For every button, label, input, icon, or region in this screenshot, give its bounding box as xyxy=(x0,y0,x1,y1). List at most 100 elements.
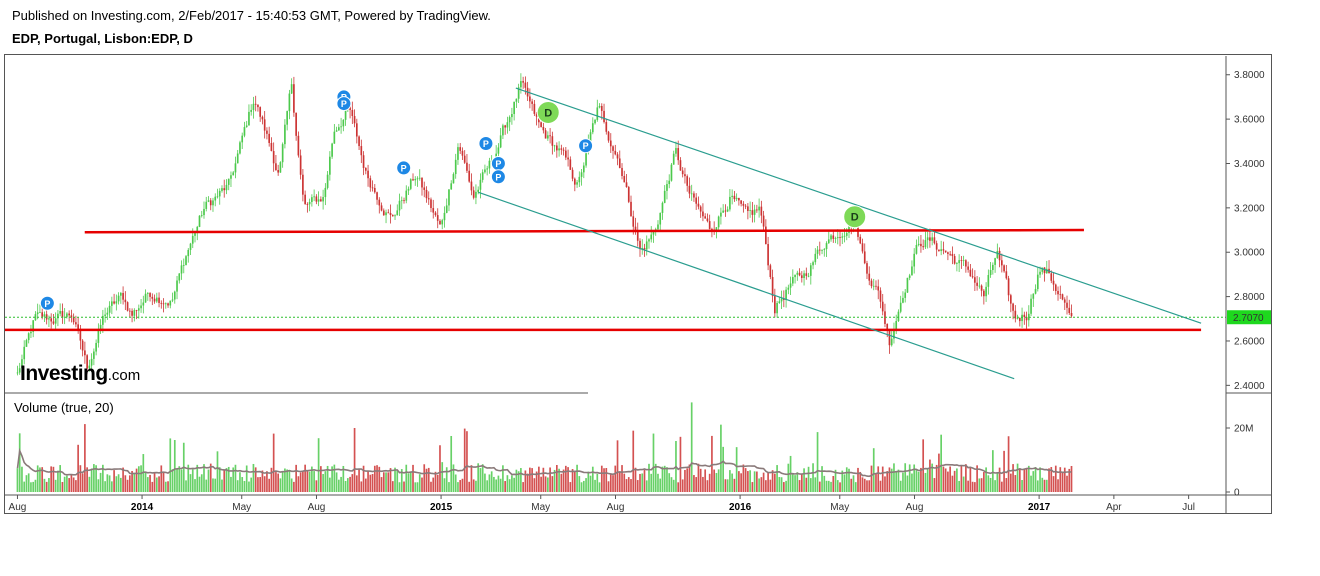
volume-bar xyxy=(1009,473,1012,492)
candle-body xyxy=(497,147,500,154)
event-marker-circle xyxy=(478,136,494,152)
candle-body xyxy=(641,247,644,250)
volume-bar xyxy=(252,463,255,492)
volume-bar xyxy=(270,467,273,492)
volume-bar xyxy=(340,476,342,492)
candle-body xyxy=(875,285,877,287)
candle-body xyxy=(798,272,801,276)
volume-bar xyxy=(459,480,462,492)
event-marker-d: D xyxy=(843,205,867,229)
volume-bar xyxy=(173,440,176,492)
candle-body xyxy=(223,188,226,191)
volume-bar xyxy=(956,468,958,492)
volume-bar xyxy=(1048,468,1050,492)
volume-bar xyxy=(216,451,219,492)
candle-body xyxy=(967,266,969,270)
time-tick-label: 2015 xyxy=(430,502,453,513)
candle-body xyxy=(699,206,702,212)
candle-body xyxy=(929,237,931,241)
candle-body xyxy=(216,196,219,198)
candle-body xyxy=(870,280,873,287)
candle-body xyxy=(66,313,68,317)
volume-bar xyxy=(364,478,367,492)
volume-bar xyxy=(504,481,506,492)
volume-bar xyxy=(551,476,554,492)
candle-body xyxy=(409,179,412,189)
volume-bar xyxy=(326,465,329,492)
event-marker-letter: P xyxy=(44,299,50,309)
event-marker-p: P xyxy=(39,295,55,311)
volume-bar xyxy=(187,464,190,492)
volume-bar xyxy=(816,432,819,492)
volume-bar xyxy=(825,480,828,492)
volume-bar xyxy=(70,474,73,492)
volume-bar xyxy=(385,472,387,492)
volume-bar xyxy=(502,465,504,492)
volume-bar xyxy=(569,482,572,492)
price-tick-label: 3.4000 xyxy=(1234,159,1265,170)
candle-body xyxy=(711,228,713,230)
volume-bar xyxy=(877,466,880,492)
candle-body xyxy=(232,172,235,176)
candle-body xyxy=(25,340,28,347)
volume-bar xyxy=(48,478,50,492)
volume-bar xyxy=(475,480,477,492)
volume-bar xyxy=(515,469,518,492)
volume-bar xyxy=(863,478,866,492)
candle-body xyxy=(513,101,515,115)
volume-bar xyxy=(776,465,778,492)
volume-bar xyxy=(944,468,947,492)
candle-body xyxy=(295,112,297,136)
axes: 2.4000 2.6000 2.8000 3.0000 3.2000 3.4000 3.60… xyxy=(5,56,1271,513)
candle-body xyxy=(1050,273,1053,281)
candle-body xyxy=(585,151,587,166)
time-tick-label: Jul xyxy=(1182,502,1195,513)
chart-frame[interactable] xyxy=(4,54,1272,514)
candle-body xyxy=(688,185,691,194)
candle-body xyxy=(63,316,66,318)
volume-bar xyxy=(578,476,581,492)
volume-bar xyxy=(171,469,174,492)
volume-bar xyxy=(564,465,567,492)
volume-bar xyxy=(740,473,742,492)
volume-bar xyxy=(333,464,336,492)
volume-bar xyxy=(657,473,659,492)
volume-bar xyxy=(140,465,142,492)
candle-body xyxy=(821,249,823,251)
channel-line xyxy=(515,87,1202,324)
candle-body xyxy=(924,240,927,248)
candle-body xyxy=(367,170,369,179)
candle-body xyxy=(207,200,210,202)
candle-body xyxy=(407,188,410,191)
volume-bar xyxy=(153,472,156,492)
volume-bar xyxy=(704,469,707,492)
volume-bar xyxy=(879,480,882,492)
volume-bar xyxy=(497,475,500,492)
candle-body xyxy=(800,275,803,278)
volume-bar xyxy=(113,470,115,492)
volume-bar xyxy=(162,472,165,492)
volume-bar xyxy=(913,464,916,492)
candle-body xyxy=(261,116,264,120)
candle-body xyxy=(866,263,868,274)
time-tick-label: May xyxy=(531,502,550,513)
volume-bar xyxy=(787,463,790,492)
candle-body xyxy=(724,210,727,212)
candle-body xyxy=(225,184,228,191)
candle-body xyxy=(268,133,271,143)
volume-bar xyxy=(104,481,106,492)
volume-bar xyxy=(470,465,473,492)
candle-body xyxy=(1063,299,1066,303)
volume-bar xyxy=(1007,436,1010,492)
volume-bar xyxy=(1052,476,1055,492)
volume-bar xyxy=(812,463,814,492)
volume-bar xyxy=(533,478,536,492)
volume-bar xyxy=(618,471,621,492)
volume-bar xyxy=(1050,467,1053,492)
volume-bar xyxy=(18,433,21,492)
volume-bar xyxy=(778,477,781,492)
candle-body xyxy=(227,178,230,185)
volume-bar xyxy=(729,470,731,492)
candle-body xyxy=(286,111,288,125)
